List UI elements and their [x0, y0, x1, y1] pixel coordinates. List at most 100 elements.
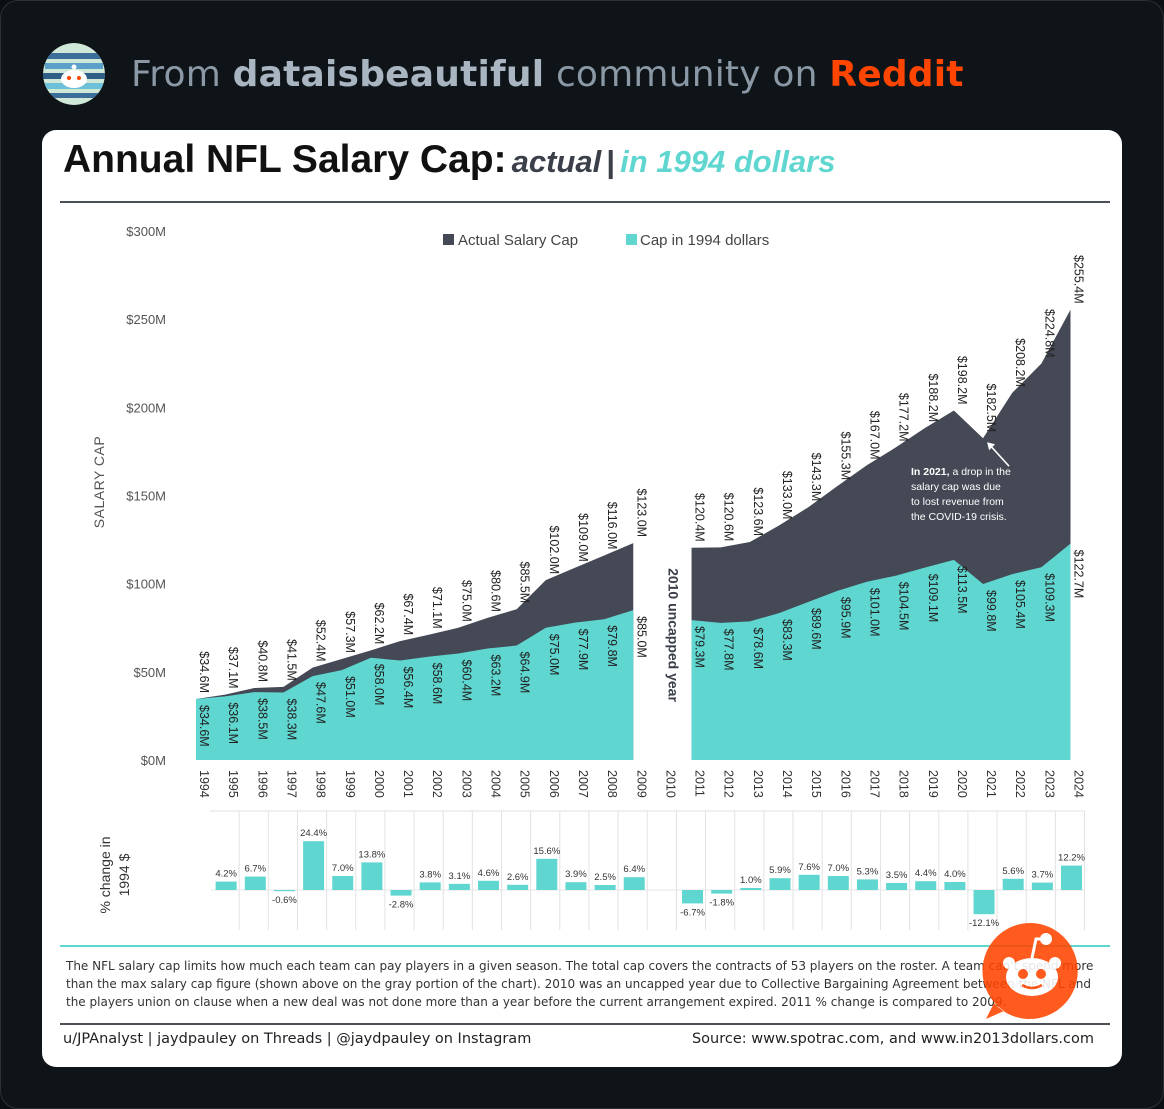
- title-separator: |: [606, 144, 616, 179]
- actual-value-label: $123.6M: [751, 487, 765, 536]
- pct-change-label: 7.0%: [332, 863, 354, 874]
- middle-text: community on: [555, 53, 818, 95]
- salary-cap-chart: $0M $50M $100M $150M $200M $250M $300M SALARY C…: [60, 224, 1110, 947]
- y-tick-label: $100M: [126, 577, 166, 592]
- pct-change-label: 2.5%: [594, 872, 616, 883]
- x-tick-label: 1998: [314, 770, 328, 798]
- pct-change-label: -2.8%: [389, 900, 414, 911]
- actual-value-label: $116.0M: [605, 502, 619, 550]
- inflation-value-label: $34.6M: [197, 705, 211, 747]
- actual-value-label: $40.8M: [255, 640, 269, 682]
- inflation-value-label: $83.3M: [780, 619, 794, 661]
- actual-value-label: $80.6M: [489, 570, 503, 612]
- pct-change-bar: [856, 879, 878, 890]
- inflation-value-label: $99.8M: [984, 590, 998, 632]
- y-axis-title: SALARY CAP: [91, 436, 107, 528]
- actual-value-label: $123.0M: [634, 488, 648, 537]
- x-tick-label: 2022: [1013, 770, 1027, 798]
- actual-value-label: $224.8M: [1042, 309, 1056, 358]
- pct-change-label: 24.4%: [300, 828, 327, 839]
- pct-change-bar: [973, 890, 995, 915]
- inflation-value-label: $64.9M: [518, 652, 532, 694]
- annotation-line: to lost revenue from: [911, 496, 1004, 508]
- annotation-line: the COVID-19 crisis.: [911, 511, 1007, 523]
- pct-change-bar: [594, 885, 616, 890]
- prefix-text: From: [131, 53, 221, 95]
- pct-change-bar: [827, 876, 849, 890]
- y-tick-label: $50M: [133, 665, 166, 680]
- inflation-value-label: $63.2M: [489, 655, 503, 697]
- inflation-value-label: $47.6M: [314, 682, 328, 724]
- pct-change-bar: [478, 880, 499, 890]
- pct-change-label: 15.6%: [533, 846, 560, 857]
- pct-change-bar: [303, 841, 325, 890]
- pct-change-bar: [244, 876, 266, 890]
- pct-change-label: 7.6%: [798, 862, 820, 873]
- x-tick-label: 2011: [693, 770, 707, 797]
- legend-swatch-actual: [443, 234, 454, 245]
- inflation-value-label: $58.6M: [430, 663, 444, 705]
- source-citation: Source: www.spotrac.com, and www.in2013d…: [691, 1031, 1094, 1047]
- pct-change-bar: [215, 881, 237, 890]
- actual-value-label: $75.0M: [459, 580, 473, 622]
- x-tick-label: 2006: [547, 770, 561, 798]
- annotation-line: In 2021, a drop in the: [911, 466, 1011, 478]
- inflation-value-label: $101.0M: [867, 588, 881, 637]
- x-tick-label: 2017: [867, 770, 881, 798]
- pct-change-bar: [507, 884, 529, 890]
- inflation-value-label: $109.3M: [1042, 573, 1056, 622]
- actual-value-label: $155.3M: [838, 431, 852, 480]
- footer-divider: [60, 1023, 1110, 1025]
- inflation-value-label: $58.0M: [372, 664, 386, 706]
- pct-change-bar: [915, 881, 937, 890]
- community-avatar[interactable]: [43, 43, 105, 105]
- actual-value-label: $57.3M: [343, 611, 357, 653]
- pct-change-bar: [769, 878, 791, 890]
- actual-value-label: $85.5M: [518, 562, 532, 604]
- inflation-value-label: $104.5M: [897, 582, 911, 631]
- title-actual: actual: [511, 144, 602, 179]
- actual-value-label: $62.2M: [372, 603, 386, 645]
- inflation-value-label: $60.4M: [459, 659, 473, 701]
- pct-change-bar: [361, 862, 383, 890]
- pct-change-bar: [740, 888, 762, 890]
- pct-change-label: 6.4%: [623, 864, 645, 875]
- pct-change-bar: [536, 858, 558, 890]
- actual-value-label: $41.5M: [284, 639, 298, 681]
- pct-change-label: 5.6%: [1002, 866, 1024, 877]
- pct-change-label: 3.1%: [449, 871, 471, 882]
- y-tick-label: $200M: [126, 400, 166, 415]
- actual-value-label: $109.0M: [576, 513, 590, 562]
- inflation-value-label: $56.4M: [401, 667, 415, 709]
- x-tick-label: 2001: [401, 770, 415, 798]
- x-tick-label: 2007: [576, 770, 590, 798]
- inflation-value-label: $79.8M: [605, 625, 619, 667]
- pct-change-label: 4.6%: [478, 868, 500, 879]
- pct-change-label: 3.5%: [886, 870, 908, 881]
- x-tick-label: 2018: [897, 770, 911, 798]
- inflation-cap-area: [691, 543, 1071, 760]
- x-tick-label: 2023: [1042, 770, 1056, 798]
- x-tick-label: 2014: [780, 770, 794, 798]
- legend-label-actual: Actual Salary Cap: [458, 232, 578, 249]
- inflation-cap-area: [196, 610, 634, 760]
- reddit-link[interactable]: Reddit: [829, 53, 964, 95]
- x-tick-label: 2008: [605, 770, 619, 798]
- pct-change-bar: [273, 890, 295, 892]
- inflation-value-label: $77.8M: [722, 629, 736, 671]
- footnote: The NFL salary cap limits how much each …: [66, 959, 1094, 1009]
- actual-value-label: $120.6M: [722, 493, 736, 542]
- pct-change-label: 4.4%: [915, 868, 937, 879]
- actual-value-label: $177.2M: [897, 393, 911, 442]
- uncapped-year-label: 2010 uncapped year: [665, 568, 681, 702]
- y-tick-label: $150M: [126, 489, 166, 504]
- community-link[interactable]: dataisbeautiful: [232, 53, 545, 95]
- x-tick-label: 2012: [722, 770, 736, 798]
- post-header: From dataisbeautiful community on Reddit: [43, 43, 964, 105]
- pct-change-bar: [419, 882, 441, 890]
- pct-change-label: 3.9%: [565, 869, 587, 880]
- pct-change-label: 12.2%: [1058, 853, 1085, 864]
- inflation-value-label: $38.3M: [284, 698, 298, 740]
- x-tick-label: 2002: [430, 770, 444, 798]
- pct-change-bar: [798, 874, 820, 890]
